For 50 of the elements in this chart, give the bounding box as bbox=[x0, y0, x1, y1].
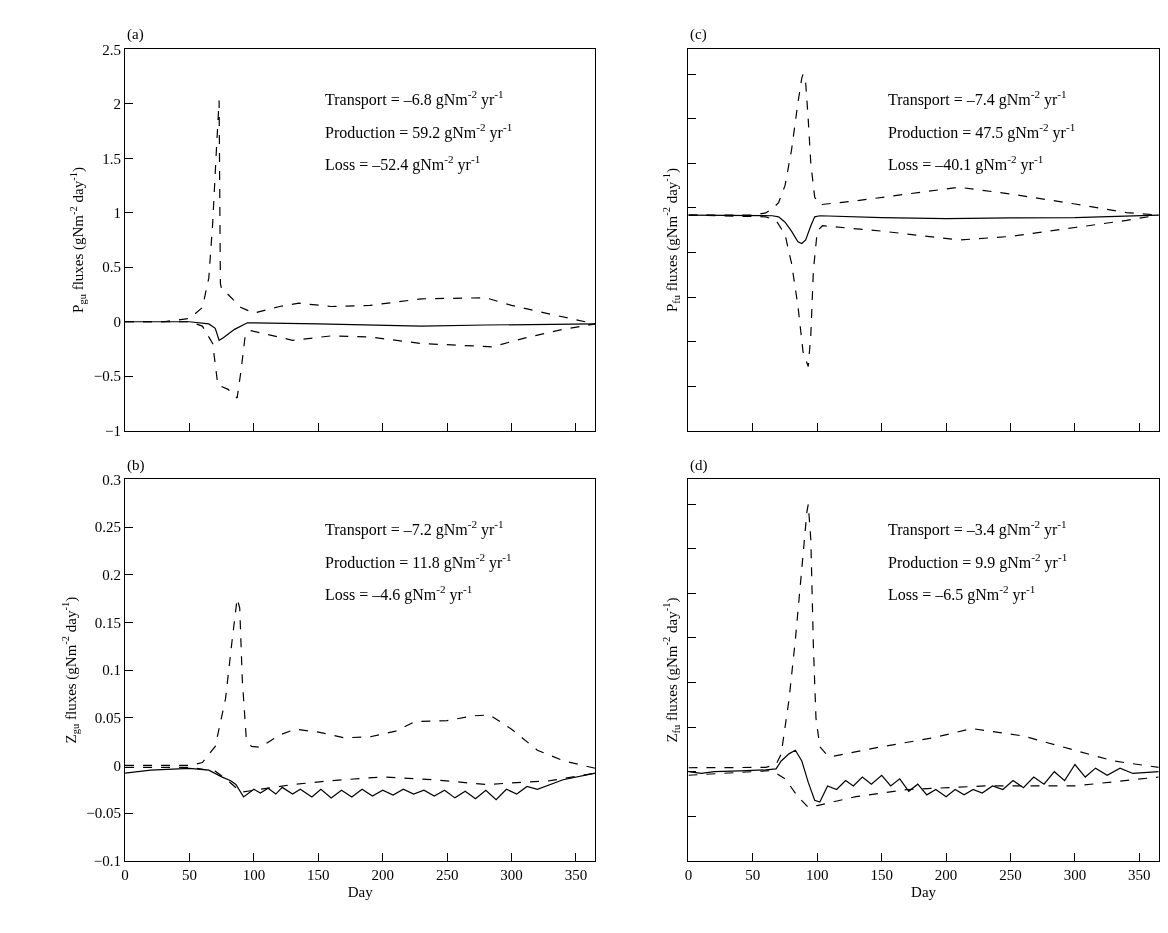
annotation: Production = 47.5 gNm$^{-2}$ yr$^{-1}$ bbox=[888, 121, 1076, 142]
x-tick-label: 200 bbox=[371, 866, 394, 883]
x-tick-label: 100 bbox=[806, 866, 829, 883]
y-tick-label: −0.5 bbox=[93, 368, 122, 385]
y-tick-label: 1 bbox=[113, 205, 122, 222]
annotation: Transport = –7.2 gNm$^{-2}$ yr$^{-1}$ bbox=[325, 518, 504, 539]
x-tick-label: 250 bbox=[999, 866, 1022, 883]
annotation: Transport = –6.8 gNm$^{-2}$ yr$^{-1}$ bbox=[325, 88, 504, 109]
y-tick-label: −0.1 bbox=[93, 853, 122, 870]
x-tick-label: 50 bbox=[181, 866, 197, 883]
annotation: Loss = –4.6 gNm$^{-2}$ yr$^{-1}$ bbox=[325, 583, 473, 604]
annotation: Production = 9.9 gNm$^{-2}$ yr$^{-1}$ bbox=[888, 551, 1068, 572]
y-tick-label: 0.1 bbox=[102, 662, 122, 679]
chart-title: (a) bbox=[127, 26, 144, 43]
annotation: Loss = –6.5 gNm$^{-2}$ yr$^{-1}$ bbox=[888, 583, 1036, 604]
annotation: Transport = –3.4 gNm$^{-2}$ yr$^{-1}$ bbox=[888, 518, 1067, 539]
y-tick-label: 0.05 bbox=[94, 710, 122, 727]
x-tick-label: 300 bbox=[500, 866, 523, 883]
y-tick-label: 0.2 bbox=[102, 566, 122, 583]
y-tick-label: −1 bbox=[105, 422, 122, 439]
x-tick-label: 250 bbox=[435, 866, 459, 883]
x-axis-title: Day bbox=[911, 883, 937, 900]
x-tick-label: 350 bbox=[564, 866, 588, 883]
chart-title: (d) bbox=[690, 457, 708, 474]
x-tick-label: 50 bbox=[745, 866, 761, 883]
annotation: Loss = –52.4 gNm$^{-2}$ yr$^{-1}$ bbox=[325, 153, 481, 174]
x-axis-title: Day bbox=[347, 883, 374, 900]
annotation: Loss = –40.1 gNm$^{-2}$ yr$^{-1}$ bbox=[888, 153, 1044, 174]
chart-title: (b) bbox=[127, 457, 145, 474]
x-tick-label: 350 bbox=[1128, 866, 1151, 883]
x-tick-label: 150 bbox=[307, 866, 330, 883]
y-tick-label: 1.5 bbox=[102, 150, 122, 167]
x-tick-label: 300 bbox=[1063, 866, 1087, 883]
y-tick-label: −0.05 bbox=[86, 805, 122, 822]
y-tick-label: 0.25 bbox=[94, 519, 122, 536]
annotation: Production = 11.8 gNm$^{-2}$ yr$^{-1}$ bbox=[325, 551, 512, 572]
annotation: Production = 59.2 gNm$^{-2}$ yr$^{-1}$ bbox=[325, 121, 513, 142]
x-tick-label: 150 bbox=[870, 866, 893, 883]
y-tick-label: 2.5 bbox=[102, 41, 122, 58]
x-tick-label: 0 bbox=[684, 866, 693, 883]
x-tick-label: 200 bbox=[934, 866, 958, 883]
y-tick-label: 2 bbox=[113, 96, 122, 113]
y-tick-label: 0.3 bbox=[102, 471, 122, 488]
chart-title: (c) bbox=[690, 26, 707, 43]
y-tick-label: 0.5 bbox=[102, 259, 122, 276]
x-tick-label: 100 bbox=[242, 866, 266, 883]
annotation: Transport = –7.4 gNm$^{-2}$ yr$^{-1}$ bbox=[888, 88, 1067, 109]
y-tick-label: 0 bbox=[113, 757, 122, 774]
y-tick-label: 0.15 bbox=[94, 614, 122, 631]
y-tick-label: 0 bbox=[113, 313, 122, 330]
